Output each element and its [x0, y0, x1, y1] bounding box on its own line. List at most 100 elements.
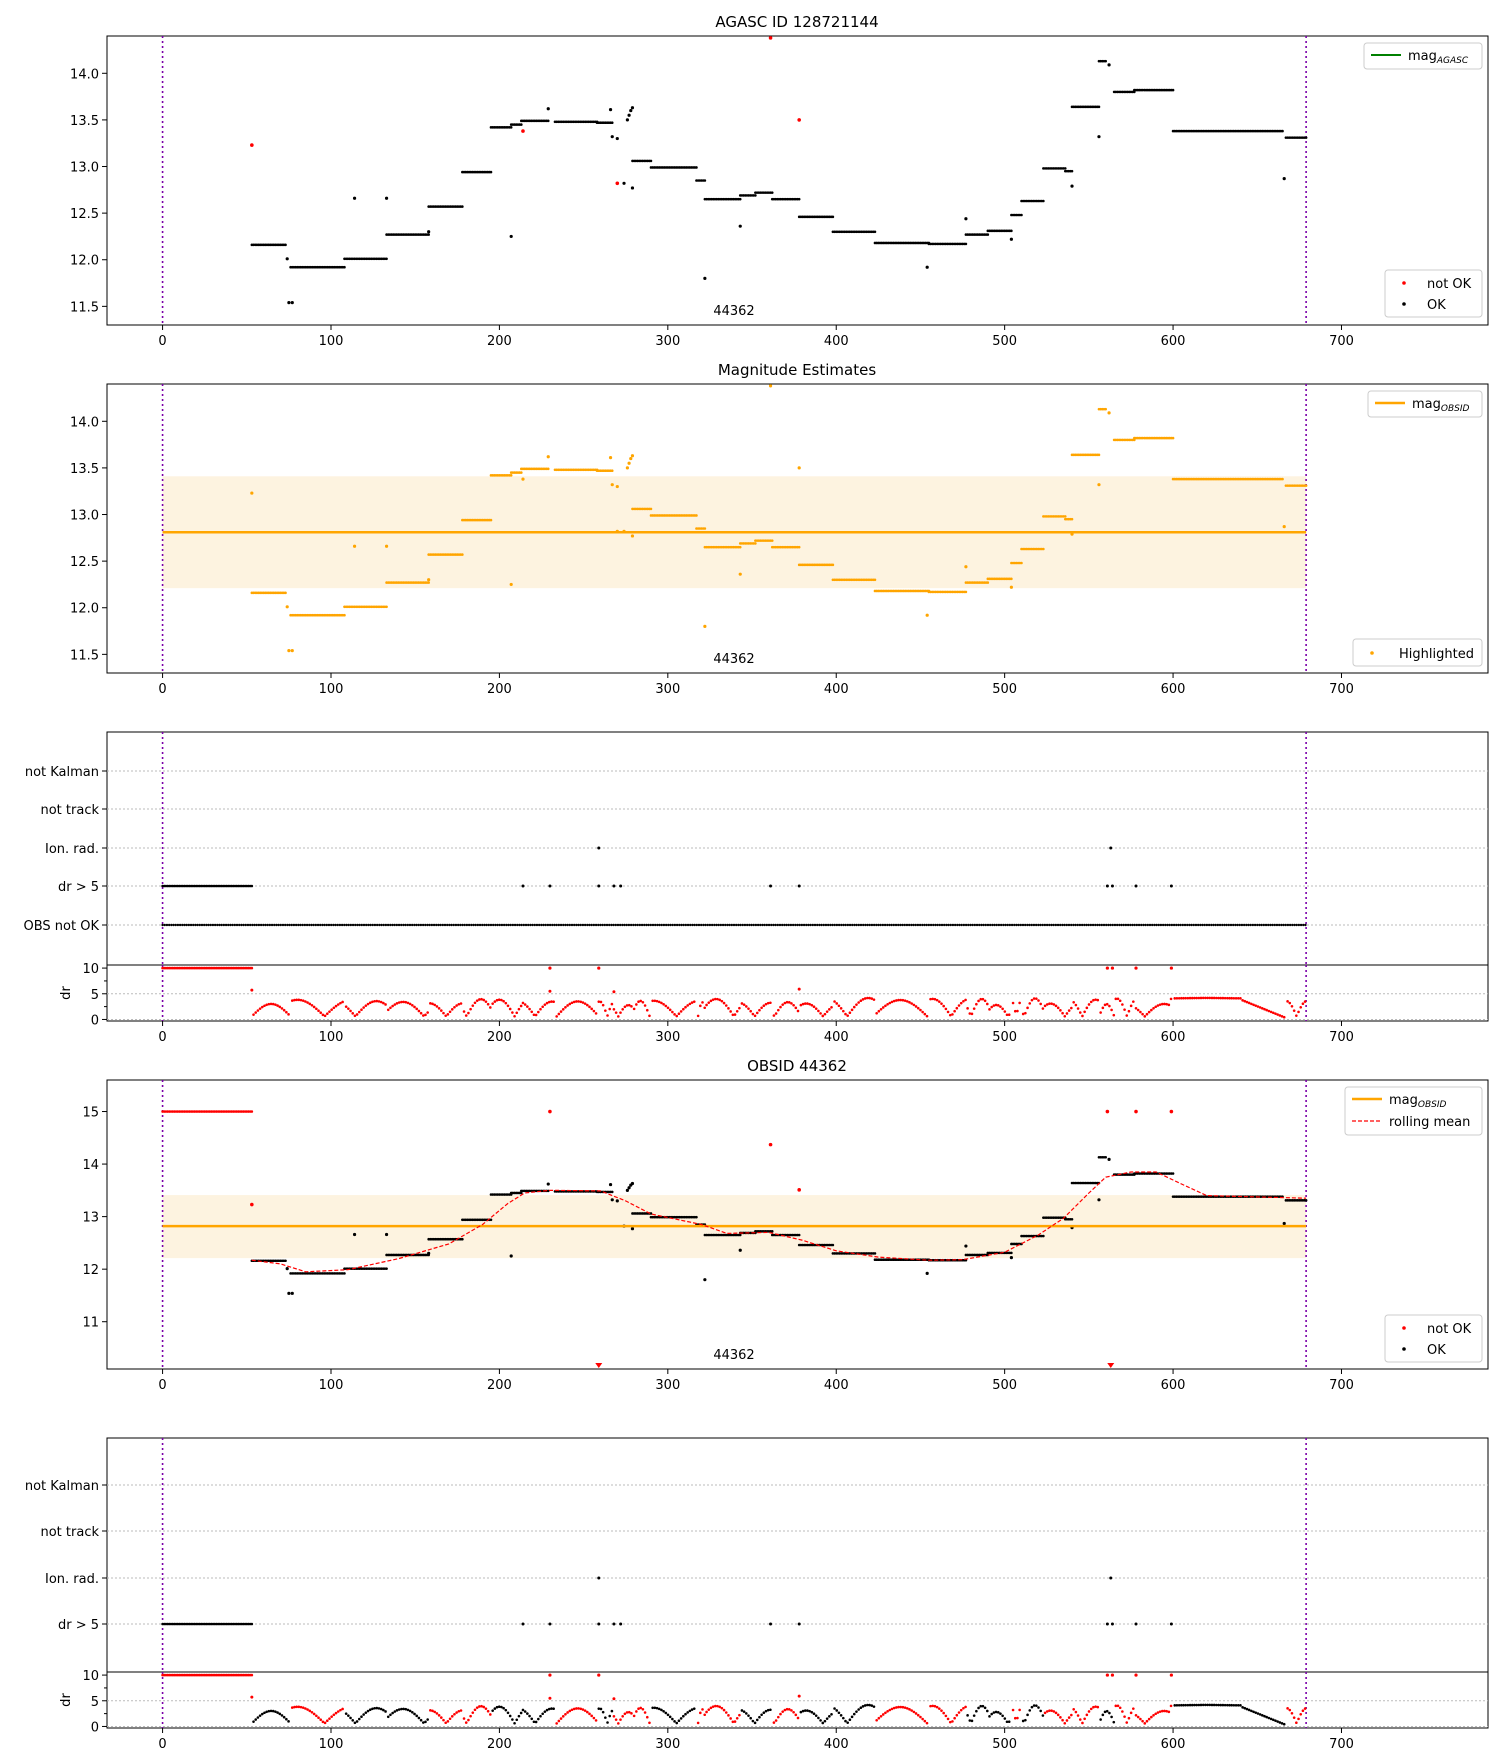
dr-point — [371, 1000, 374, 1004]
obs-not-ok-point — [542, 923, 545, 927]
dr-point — [679, 1010, 683, 1013]
obs-not-ok-point — [327, 923, 331, 927]
dr-point — [1074, 1003, 1078, 1007]
obs-not-ok-point — [575, 923, 578, 927]
ok-point — [610, 121, 614, 124]
obs-not-ok-point — [176, 923, 180, 927]
obs-not-ok-point — [266, 923, 269, 927]
obs-not-ok-point — [759, 923, 762, 927]
dr-point — [336, 1003, 340, 1006]
dr-point — [442, 1011, 445, 1015]
obs-not-ok-point — [1133, 923, 1136, 927]
dr-point — [1188, 1703, 1192, 1707]
dr-point — [735, 1010, 739, 1013]
obs-not-ok-point — [1085, 923, 1088, 927]
obs-not-ok-point — [741, 923, 744, 927]
obs-not-ok-point — [419, 923, 423, 927]
obs-not-ok-point — [246, 923, 250, 927]
obs-not-ok-point — [1207, 923, 1211, 927]
dr-point — [290, 1706, 294, 1709]
obs-not-ok-point — [1172, 923, 1176, 927]
obs-not-ok-point — [1179, 923, 1182, 927]
dr-point — [1254, 1711, 1258, 1714]
obs-not-ok-point — [1004, 923, 1007, 927]
ok-point — [1097, 105, 1101, 109]
dr-point — [1156, 1004, 1160, 1007]
obs-not-ok-point — [338, 923, 342, 927]
obs-not-ok-point — [1107, 923, 1110, 927]
dr-point — [1147, 1010, 1151, 1014]
dr-point — [966, 1714, 969, 1717]
obs-not-ok-point — [465, 923, 469, 927]
dr-point — [948, 1720, 952, 1724]
dr-point — [1016, 1716, 1019, 1720]
dr-point — [269, 1002, 273, 1006]
obs-not-ok-point — [1286, 923, 1290, 927]
dr-point — [285, 1717, 288, 1721]
dr-point — [444, 1014, 447, 1018]
dr-point — [341, 1707, 344, 1711]
obs-not-ok-point — [956, 923, 959, 927]
rolling-mean-line — [251, 1171, 1307, 1273]
dr-point — [511, 1718, 514, 1721]
dr-point — [696, 1014, 700, 1018]
dr-point — [844, 1012, 847, 1016]
obs-not-ok-point — [699, 923, 703, 927]
dr-point — [814, 1714, 818, 1717]
obs-not-ok-point — [268, 923, 272, 927]
highlighted-point — [768, 384, 773, 388]
dr-point — [1282, 1722, 1286, 1726]
ok-point — [831, 215, 835, 219]
obs-not-ok-point — [675, 923, 679, 927]
dr-point — [970, 1719, 974, 1723]
dr-point — [1030, 1705, 1034, 1709]
dr-point — [639, 1706, 643, 1710]
dr-point — [426, 1011, 429, 1014]
ok-point — [615, 136, 619, 141]
dr-point — [299, 998, 303, 1002]
obs-not-ok-point — [500, 923, 504, 927]
legend-highlight-dot — [1370, 651, 1374, 655]
dr-point — [1005, 1720, 1009, 1724]
x-tick-label: 100 — [319, 334, 344, 349]
obs-not-ok-point — [371, 923, 374, 927]
ok-point — [489, 1218, 493, 1222]
obs-not-ok-point — [726, 923, 729, 927]
ok-point — [754, 194, 757, 197]
dr-point — [1141, 1012, 1144, 1016]
dr5-point — [250, 1622, 254, 1626]
dr-point — [781, 1710, 784, 1713]
dr-point — [1243, 999, 1247, 1003]
ok-point — [509, 1254, 513, 1258]
dr-point — [790, 1002, 793, 1005]
dr-point — [772, 1721, 776, 1724]
dr-point — [664, 1004, 668, 1008]
dr-point — [258, 1714, 262, 1717]
dr-point — [332, 1713, 336, 1717]
obs-not-ok-point — [916, 923, 920, 927]
dr-point — [808, 1002, 811, 1006]
ok-point — [290, 1291, 294, 1295]
dr-point — [701, 1708, 704, 1711]
legend-ok-dot — [1402, 302, 1406, 306]
obs-not-ok-point — [1238, 923, 1241, 927]
dr-point — [1052, 1710, 1056, 1713]
obs-not-ok-point — [1168, 923, 1171, 927]
dr-point — [1217, 1703, 1220, 1707]
dr-point — [1217, 996, 1220, 1000]
dr-point — [1030, 998, 1034, 1002]
obs-not-ok-point — [1148, 923, 1152, 927]
obs-not-ok-point — [1034, 923, 1038, 927]
dr-point — [833, 1000, 836, 1003]
dr-point — [1028, 1002, 1032, 1005]
dr-point — [1247, 1708, 1251, 1712]
dr-point — [497, 998, 501, 1002]
dr-point — [923, 1012, 927, 1016]
obs-not-ok-point — [870, 923, 874, 927]
obs-not-ok-point — [1288, 923, 1292, 927]
obs-not-ok-point — [986, 923, 990, 927]
dr-point — [1143, 1015, 1147, 1018]
legend-mag-label: magOBSID — [1412, 397, 1470, 414]
dr-point — [486, 1002, 490, 1006]
obs-not-ok-point — [299, 923, 302, 927]
